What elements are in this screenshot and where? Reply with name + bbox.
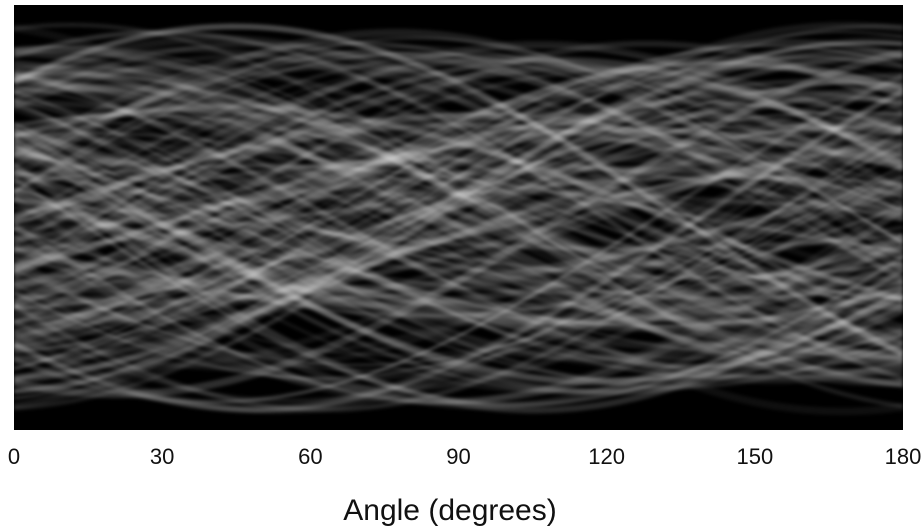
sinogram-trace [14, 205, 903, 404]
x-axis-label: Angle (degrees) [343, 494, 556, 527]
sinogram-trace [14, 157, 903, 278]
sinogram-trace [14, 89, 903, 413]
sinogram-trace [14, 196, 903, 410]
sinogram-trace [14, 23, 903, 357]
sinogram-trace [14, 195, 903, 320]
sinogram-trace [14, 186, 903, 357]
sinogram-trace [14, 181, 903, 294]
sinogram-trace [14, 185, 903, 308]
x-tick-label: 150 [736, 444, 773, 469]
sinogram-trace [14, 122, 903, 382]
x-tick-label: 90 [446, 444, 470, 469]
x-tick-label: 0 [8, 444, 20, 469]
x-tick-label: 60 [298, 444, 322, 469]
sinogram-trace [14, 73, 903, 365]
x-tick-label: 30 [150, 444, 174, 469]
sinogram-trace [14, 40, 903, 269]
sinogram-trace [14, 120, 903, 302]
sinogram-trace [14, 72, 903, 363]
sinogram-trace [14, 55, 903, 247]
sinogram-trace [14, 150, 903, 235]
sinogram-trace [14, 101, 903, 307]
sinogram [14, 21, 903, 416]
x-tick-label: 120 [588, 444, 625, 469]
sinogram-trace [14, 51, 903, 244]
sinogram-trace [14, 112, 903, 403]
sinogram-trace [14, 24, 903, 411]
sinogram-trace [14, 63, 903, 280]
sinogram-trace [14, 35, 903, 356]
sinogram-trace [14, 125, 903, 311]
sinogram-trace [14, 24, 903, 416]
sinogram-trace [14, 164, 903, 367]
x-tick-label: 180 [885, 444, 922, 469]
